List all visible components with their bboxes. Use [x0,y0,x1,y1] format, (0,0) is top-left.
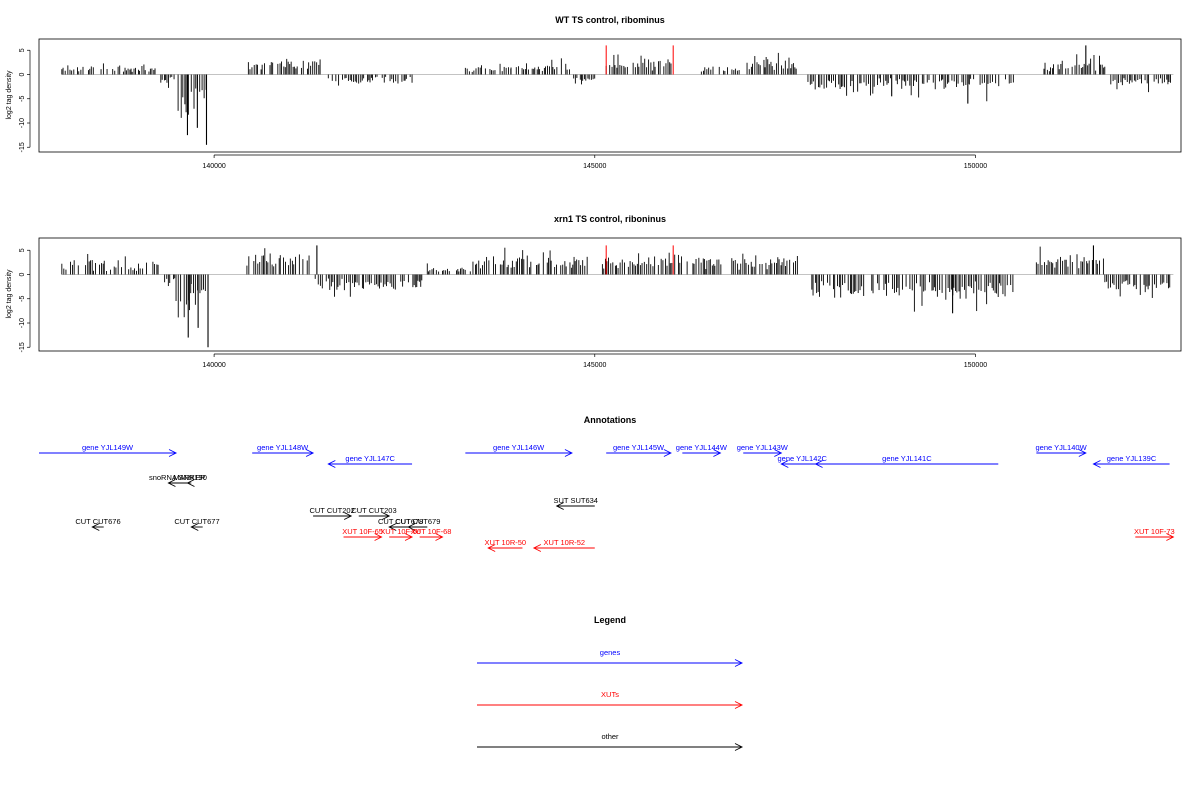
y-axis-label-wt: log2 tag density [6,70,13,120]
y-tick-label: -5 [19,96,26,102]
annotation-label: gene YJL142C [777,454,827,463]
x-axis-wt: 140000 145000 150000 [202,154,987,170]
y-tick-label: -5 [19,296,26,302]
legend-label: other [601,732,619,741]
legend-label: genes [600,648,621,657]
annotation-other: CUT CUT203 [351,506,397,520]
annotations-title: Annotations [584,415,637,425]
annotation-gene: gene YJL142C [777,454,828,468]
annotation-other: SUT SUT634 [554,496,598,510]
annotation-gene: gene YJL149W [39,443,178,457]
annotation-xut: XUT 10F-66 [380,527,421,541]
annotations-track: Annotations gene YJL149W gene YJL148W gene… [39,415,1175,552]
annotation-label: gene YJL140W [1036,443,1088,452]
annotation-label: gene YJL149W [82,443,134,452]
annotation-label: gene YJL143W [737,443,789,452]
y-tick-label: 0 [19,72,26,76]
annotation-xut: XUT 10F-65 [342,527,383,541]
legend-entry: other [477,732,744,751]
annotation-label: XUT 10R-50 [485,538,527,547]
legend-title: Legend [594,615,626,625]
y-tick-label: 0 [19,272,26,276]
annotation-other: MARKER [173,473,206,487]
annotation-other: CUT CUT677 [174,517,220,531]
x-axis-xrn1: 140000 145000 150000 [202,353,987,369]
annotation-label: CUT CUT679 [395,517,440,526]
annotation-other: snoRNA SNR190 [149,473,207,487]
annotation-label: snoRNA SNR190 [149,473,207,482]
legend: Legend genes XUTs other [477,615,744,751]
annotation-gene: gene YJL143W [737,443,789,457]
annotation-other: CUT CUT676 [75,517,121,531]
annotation-xut: XUT 10R-50 [485,538,527,552]
x-tick-label: 140000 [202,362,225,369]
annotation-other: CUT CUT202 [309,506,355,520]
x-tick-label: 150000 [964,163,987,170]
annotation-gene: gene YJL139C [1092,454,1170,468]
annotation-other: CUT CUT679 [395,517,440,531]
y-axis-xrn1: 5 0 -5 -10 -15 [19,248,31,352]
bars-wt [61,45,1171,145]
y-tick-label: -10 [19,318,26,328]
annotation-gene: gene YJL144W [676,443,728,457]
legend-entry: XUTs [477,690,744,709]
annotation-label: gene YJL148W [257,443,309,452]
annotation-label: gene YJL139C [1107,454,1157,463]
plot-frame-wt [38,38,1182,153]
track-panel-xrn1: xrn1 TS control, riboninus 5 0 -5 -10 -15 14… [6,214,1182,369]
y-tick-label: 5 [19,248,26,252]
annotation-gene: gene YJL148W [252,443,315,457]
annotation-label: gene YJL145W [613,443,665,452]
annotation-label: gene YJL141C [882,454,932,463]
annotation-label: XUT 10R-52 [544,538,586,547]
annotation-label: gene YJL144W [676,443,728,452]
annotation-gene: gene YJL145W [606,443,672,457]
plot-frame-xrn1 [38,237,1182,352]
y-axis-wt: 5 0 -5 -10 -15 [19,48,31,152]
annotation-gene: gene YJL146W [465,443,573,457]
annotation-label: SUT SUT634 [554,496,598,505]
legend-entry: genes [477,648,744,667]
annotation-label: gene YJL146W [493,443,545,452]
x-tick-label: 140000 [202,163,225,170]
y-tick-label: -15 [19,142,26,152]
annotation-label: XUT 10F-66 [380,527,421,536]
annotation-label: XUT 10F-68 [411,527,452,536]
annotation-label: XUT 10F-65 [342,527,383,536]
annotation-label: gene YJL147C [345,454,395,463]
bars-xrn1 [61,245,1171,348]
annotation-gene: gene YJL147C [327,454,413,468]
x-tick-label: 145000 [583,163,606,170]
annotation-label: CUT CUT677 [174,517,219,526]
annotation-gene: gene YJL141C [814,454,999,468]
y-tick-label: -15 [19,342,26,352]
annotation-label: CUT CUT203 [351,506,396,515]
annotation-label: CUT CUT678 [378,517,423,526]
y-tick-label: 5 [19,48,26,52]
x-tick-label: 150000 [964,362,987,369]
x-tick-label: 145000 [583,362,606,369]
annotation-label: CUT CUT676 [75,517,120,526]
annotation-label: CUT CUT202 [309,506,354,515]
annotation-gene: gene YJL140W [1036,443,1088,457]
annotation-xut: XUT 10F-68 [411,527,452,541]
panel-title-wt: WT TS control, ribominus [555,15,665,25]
annotation-xut: XUT 10F-73 [1134,527,1175,541]
y-axis-label-xrn1: log2 tag density [6,269,13,319]
annotation-xut: XUT 10R-52 [532,538,595,552]
annotation-label: MARKER [173,473,206,482]
panel-title-xrn1: xrn1 TS control, riboninus [554,214,666,224]
track-panel-wt: WT TS control, ribominus 5 0 -5 -10 -15 1400… [6,15,1182,170]
y-tick-label: -10 [19,118,26,128]
annotation-label: XUT 10F-73 [1134,527,1175,536]
legend-label: XUTs [601,690,619,699]
